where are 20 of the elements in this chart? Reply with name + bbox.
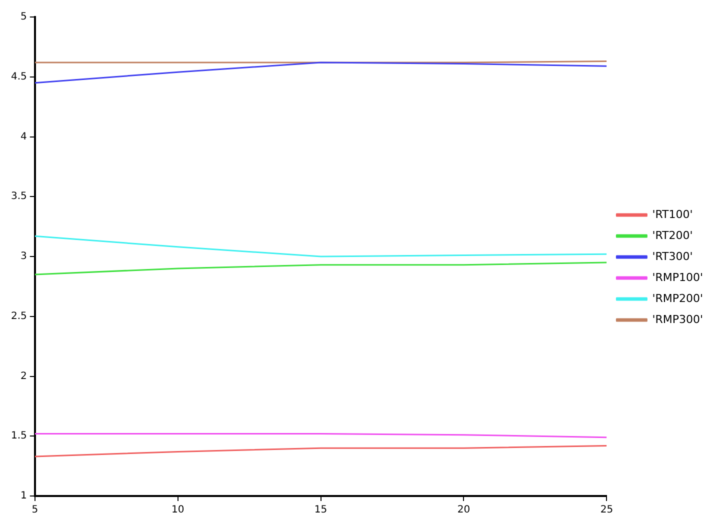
x-tick-label: 10 bbox=[171, 504, 184, 516]
legend-label: 'RMP200' bbox=[652, 292, 703, 305]
legend-label: 'RMP300' bbox=[652, 312, 703, 326]
legend-label: 'RT300' bbox=[652, 250, 693, 263]
y-tick-label: 4 bbox=[20, 131, 27, 142]
y-tick-label: 2.5 bbox=[10, 310, 27, 322]
y-tick-label: 4.5 bbox=[10, 71, 27, 82]
legend-label: 'RMP100' bbox=[652, 270, 703, 284]
y-tick-label: 2 bbox=[20, 370, 27, 382]
legend-label: 'RT200' bbox=[652, 228, 693, 242]
y-tick-label: 1 bbox=[20, 490, 27, 502]
x-tick-label: 5 bbox=[32, 504, 38, 516]
y-tick-label: 1.5 bbox=[10, 430, 27, 442]
x-tick-label: 15 bbox=[314, 504, 328, 516]
x-tick-label: 25 bbox=[600, 504, 614, 516]
y-tick-label: 3 bbox=[20, 251, 27, 262]
x-tick-label: 20 bbox=[457, 504, 470, 516]
y-tick-label: 3.5 bbox=[10, 191, 27, 202]
legend-label: 'RT100' bbox=[652, 208, 693, 221]
y-tick-label: 5 bbox=[20, 12, 27, 23]
